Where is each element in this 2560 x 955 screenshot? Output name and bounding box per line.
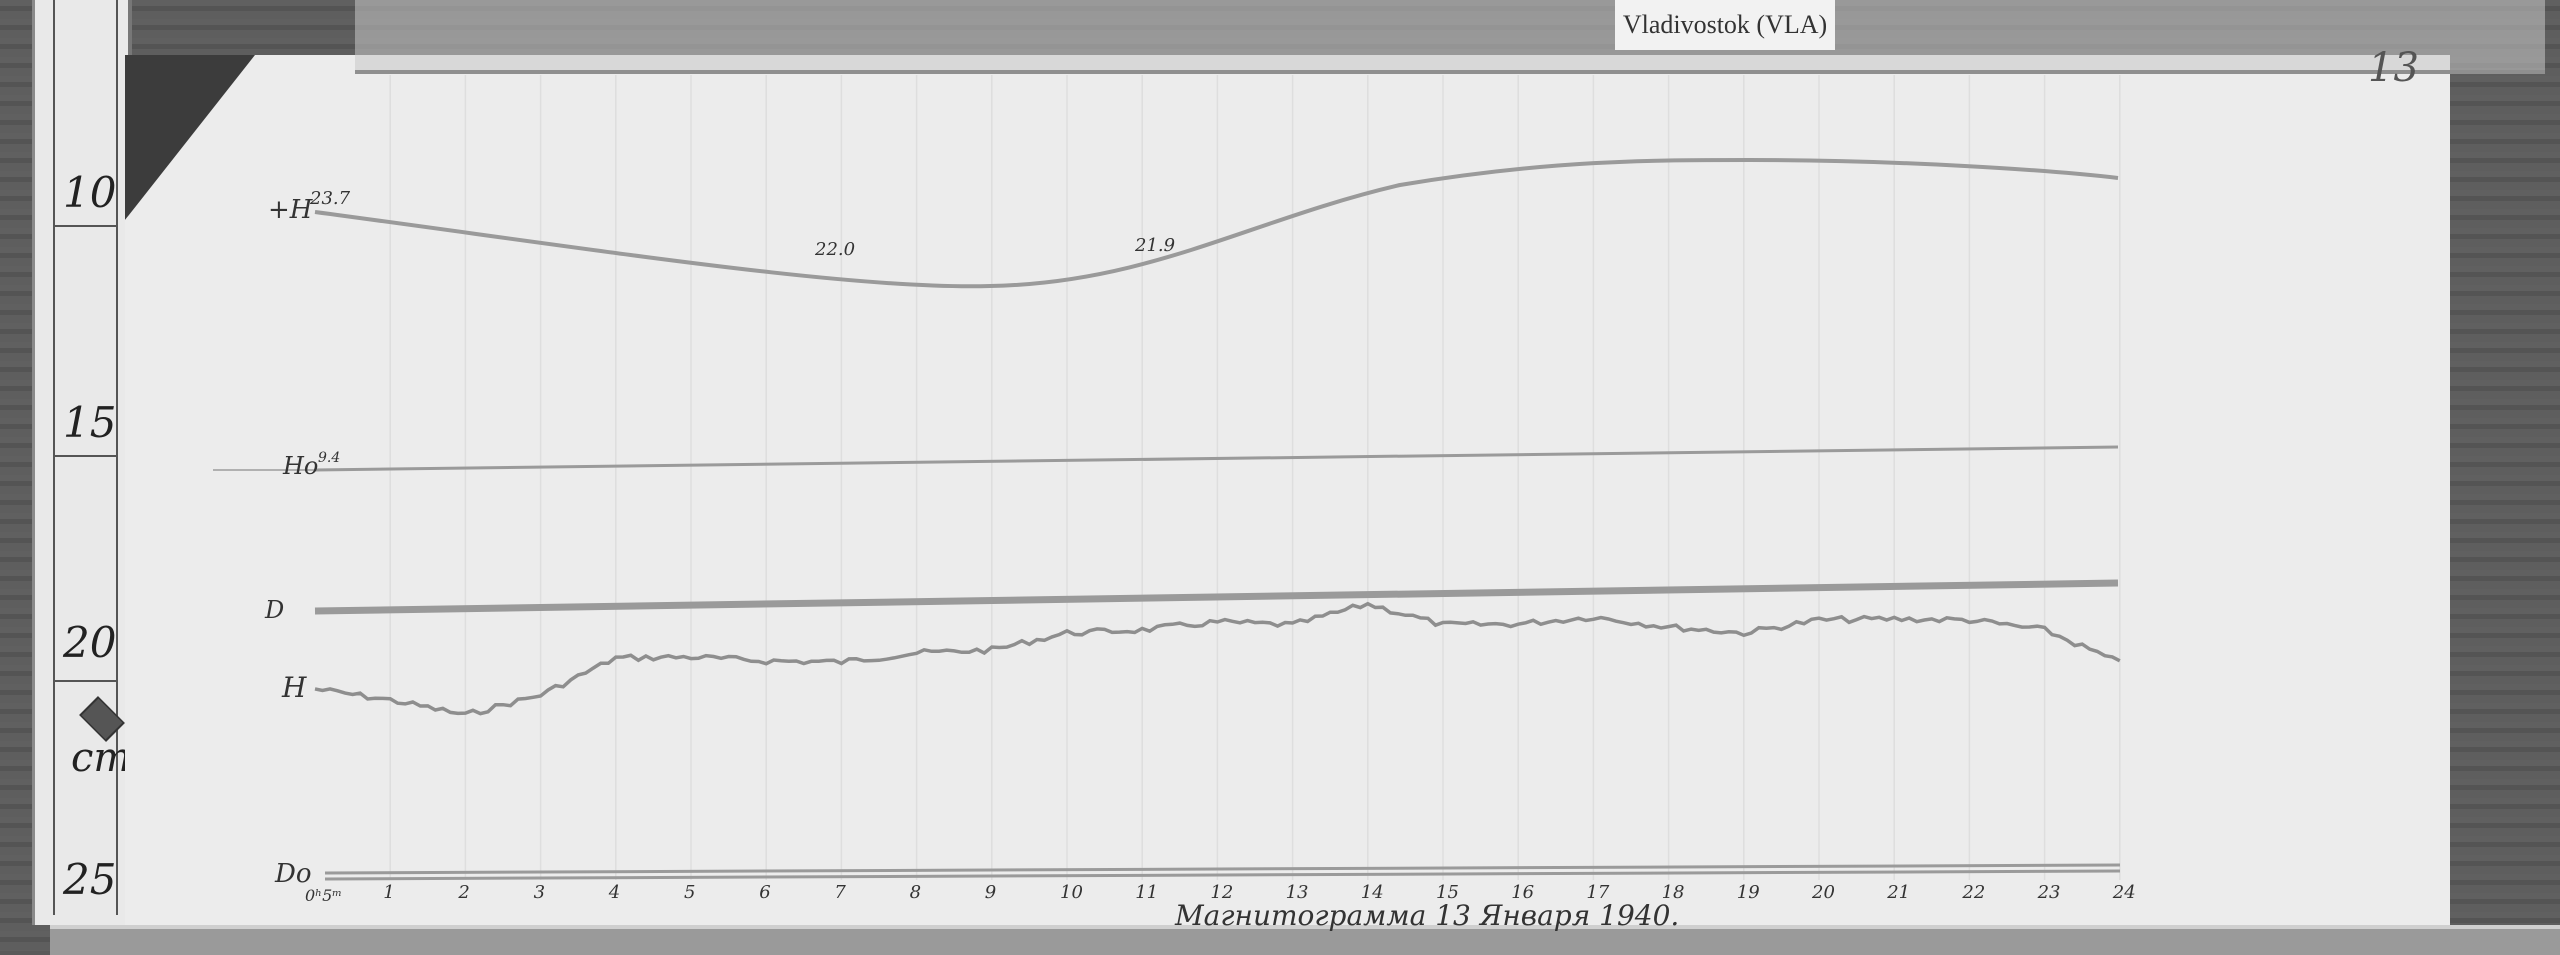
hour-label: 2: [457, 882, 469, 903]
hour-label: 1: [383, 882, 394, 903]
hour-label: 4: [608, 882, 620, 903]
d-trace: [314, 579, 2119, 615]
sheet-number: 13: [2368, 45, 2419, 91]
hour-label: 5: [684, 882, 695, 903]
hour-label: 6: [759, 882, 770, 903]
d0-label: Do: [274, 859, 312, 889]
z-trace: [314, 157, 2119, 289]
h0-label: Ho: [282, 452, 318, 480]
hour-label: 15: [1436, 882, 1459, 903]
hour-label: 24: [2112, 882, 2136, 903]
z-annotation: 21.9: [1134, 235, 1175, 256]
hour-label: 11: [1135, 882, 1158, 903]
hour-label: 19: [1737, 882, 1760, 903]
ruler-label-20: 20: [63, 618, 117, 667]
z-start-value: 23.7: [309, 188, 351, 209]
z-label: +H: [268, 195, 314, 225]
hour-gridlines: [389, 75, 2121, 880]
h0-superscript: 9.4: [318, 450, 340, 466]
axis-start-label: 0ʰ5ᵐ: [305, 886, 342, 905]
hour-label: 16: [1511, 882, 1534, 903]
hour-label: 14: [1361, 882, 1384, 903]
hour-label: 20: [1811, 882, 1835, 903]
hour-labels: 1 2 3 4 5 6 7 8 9 10 11 12 13 14 15 16 17 18 19 20 21 22 23 24: [383, 882, 2136, 903]
hour-label: 12: [1210, 882, 1233, 903]
z-annotation: 22.0: [814, 239, 855, 260]
ruler-label-15: 15: [63, 398, 117, 447]
ruler-mark: [53, 455, 118, 457]
hour-label: 9: [985, 882, 996, 903]
scale-ruler: 10 15 20 cm 25: [32, 0, 132, 925]
ruler-mark: [53, 680, 118, 682]
h-trace: [314, 601, 2121, 716]
ruler-label-10: 10: [63, 168, 117, 217]
hour-label: 8: [910, 882, 921, 903]
hour-label: 18: [1662, 882, 1685, 903]
top-holder-strip: [355, 0, 2545, 74]
ruler-unit: cm: [71, 735, 132, 781]
caption: Магнитограмма 13 Января 1940.: [1174, 899, 1679, 932]
hour-label: 7: [834, 882, 846, 903]
magnetogram-sheet: [125, 55, 2450, 925]
d0-baseline-1: [324, 863, 2121, 875]
h0-trace: [314, 445, 2119, 472]
hour-label: 10: [1060, 882, 1083, 903]
ruler-label-25: 25: [63, 855, 117, 904]
hour-label: 13: [1286, 882, 1309, 903]
ruler-mark: [53, 225, 118, 227]
hour-label: 21: [1886, 882, 1910, 903]
bottom-holder-strip: [50, 925, 2560, 955]
ruler-frame: [53, 0, 118, 915]
hour-label: 22: [1961, 882, 1985, 903]
hour-label: 17: [1586, 882, 1609, 903]
hour-label: 3: [534, 882, 545, 903]
station-label: Vladivostok (VLA): [1615, 0, 1835, 50]
d0-baseline-2: [324, 869, 2121, 881]
hour-label: 23: [2037, 882, 2061, 903]
d-label: D: [264, 596, 284, 624]
h-label: H: [281, 671, 307, 704]
